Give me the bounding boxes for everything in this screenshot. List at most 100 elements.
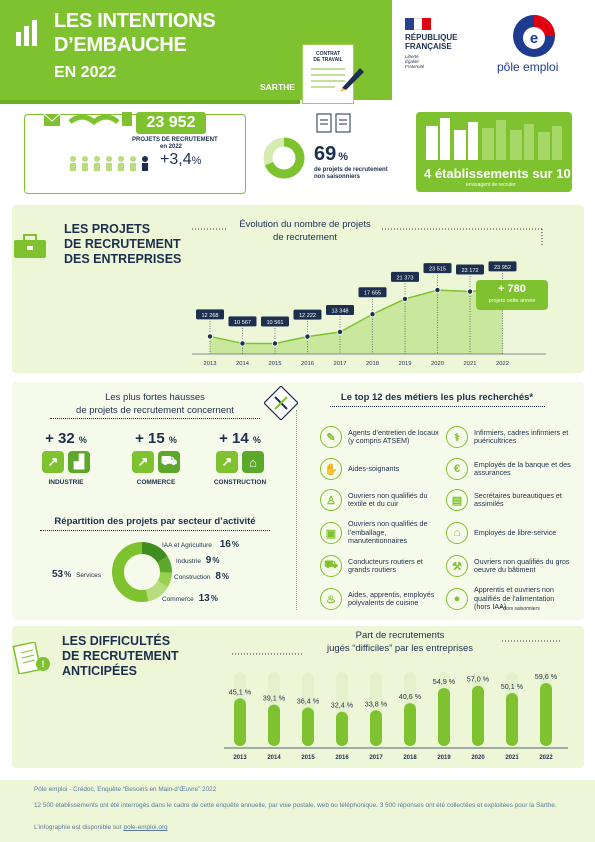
projects-line xyxy=(209,287,503,345)
projects-x-tick: 2014 xyxy=(236,361,250,367)
vertical-divider xyxy=(296,410,298,610)
projects-heading-2: DE RECRUTEMENT xyxy=(64,237,181,251)
difficulties-bar-chart: 45,1 % 2013 39,1 % 2014 36,4 % 2015 32,4 % 2016… xyxy=(224,672,568,761)
motto-1: Liberté xyxy=(405,54,419,59)
job-label: Employés de libre-service xyxy=(474,527,557,537)
projects-point xyxy=(304,333,311,340)
projects-point xyxy=(206,333,213,340)
services-value: 53 xyxy=(52,569,64,580)
difficulty-data-label: 40,6 % xyxy=(399,692,422,701)
projects-area xyxy=(210,288,503,354)
chart-title-dots xyxy=(192,228,544,248)
top12-underline xyxy=(330,406,545,407)
iaa-value: 16 xyxy=(219,539,231,550)
page-title-line1: LES INTENTIONS xyxy=(54,10,216,32)
difficulty-data-label: 54,9 % xyxy=(433,677,456,686)
industrie-label: Industrie xyxy=(176,558,201,565)
difficulty-data-label: 33,8 % xyxy=(365,699,388,708)
projects-data-label: 10 561 xyxy=(266,320,283,326)
piggy-bank-icon: € xyxy=(446,458,468,480)
projects-label-box xyxy=(488,261,517,272)
industrie-unit: % xyxy=(212,556,220,565)
difficulty-bar xyxy=(438,687,450,746)
difficulty-x-tick: 2019 xyxy=(437,755,451,761)
contract-document-icon: CONTRAT DE TRAVAIL xyxy=(302,44,354,104)
job-item: ▣ Ouvriers non qualifiés de l’emballage, … xyxy=(320,516,440,550)
crane-icon: ⌂ xyxy=(242,451,264,473)
marianne-logo xyxy=(405,18,432,30)
job-item: ● Apprentis et ouvriers non qualifiés de … xyxy=(446,582,574,616)
projects-label-box xyxy=(358,287,387,298)
job-label: Ouvriers non qualifiés du gros oeuvre du… xyxy=(474,556,570,574)
repartition-slice xyxy=(112,542,172,602)
delta-card xyxy=(476,280,548,310)
projects-label-box xyxy=(391,271,419,282)
chef-hat-icon: ♨ xyxy=(320,588,342,610)
growth-arrow-icon: ↗ xyxy=(132,451,154,473)
printer-icon: ▤ xyxy=(446,489,468,511)
job-label: Employés de la banque et des assurances xyxy=(474,459,571,477)
job-label: Apprentis et ouvriers non qualifiés de l… xyxy=(474,585,555,612)
projects-data-label: 13 348 xyxy=(331,308,348,314)
projects-x-tick: 2022 xyxy=(496,361,509,367)
stethoscope-icon: ⚕ xyxy=(446,426,468,448)
hausse-industrie-number: + 32 xyxy=(45,430,75,447)
non-seasonal-caption-2: non saisonniers xyxy=(314,174,361,180)
commerce-unit: % xyxy=(210,594,218,603)
difficulty-bar xyxy=(370,710,382,746)
difficulties-chart-title-1: Part de recrutements xyxy=(355,630,445,641)
bar-chart-icon xyxy=(16,18,40,46)
projects-point xyxy=(336,328,343,335)
commerce-value: 13 xyxy=(198,593,210,604)
projects-label-box xyxy=(326,304,354,315)
job-label: Agents d’entretien de locaux (y compris … xyxy=(348,427,439,445)
contract-label-1: CONTRAT xyxy=(315,51,341,57)
projects-label-box xyxy=(423,263,452,274)
motto-3: Fraternité xyxy=(405,64,425,69)
job-label: Aides, apprentis, employés polyvalents d… xyxy=(348,589,435,607)
svg-text:e: e xyxy=(530,30,538,47)
repartition-iaa: IAA et Agriculture 16% xyxy=(162,539,239,550)
projects-x-tick: 2019 xyxy=(399,361,412,367)
contract-label-2: DE TRAVAIL xyxy=(313,57,343,63)
difficulties-heading-1: LES DIFFICULTÉS xyxy=(62,634,171,648)
job-item: ✋ Aides-soignants xyxy=(320,454,440,484)
total-projects-value: 23 952 xyxy=(146,114,196,131)
repartition-commerce: Commerce 13% xyxy=(162,593,218,604)
services-label: Services xyxy=(76,572,101,579)
job-item: ✎ Agents d’entretien de locaux (y compris… xyxy=(320,420,440,454)
difficulties-heading-3: ANTICIPÉES xyxy=(62,664,138,678)
hausse-industrie: + 32 % ↗ ▟ INDUSTRIE xyxy=(30,430,102,494)
tools-icon xyxy=(263,385,299,421)
shop-icon: ⌂ xyxy=(446,522,468,544)
apple-icon: ● xyxy=(446,588,468,610)
projects-data-label: 23 952 xyxy=(494,265,511,271)
total-caption-2: en 2022 xyxy=(160,144,183,150)
people-row-icon xyxy=(68,155,148,171)
truck-icon: ⛟ xyxy=(320,555,342,577)
footer-link[interactable]: pole-emploi.org xyxy=(123,824,168,831)
projects-data-label: 23 172 xyxy=(461,268,478,274)
delta-caption: projets cette année xyxy=(488,298,536,304)
top12-right-list: ⚕ Infirmiers, cadres infirmiers et puéric… xyxy=(446,420,574,616)
svg-text:!: ! xyxy=(42,659,45,669)
documents-icon xyxy=(316,113,354,133)
repartition-slice xyxy=(112,542,172,602)
difficulty-data-label: 36,4 % xyxy=(297,697,320,706)
job-label: Secrétaires bureautiques et assimilés xyxy=(474,490,562,508)
difficulty-bar xyxy=(540,682,552,746)
job-label: Conducteurs routiers et grands routiers xyxy=(348,556,423,574)
repartition-services: 53% Services xyxy=(52,569,101,580)
hausse-construction: + 14 % ↗ ⌂ CONSTRUCTION xyxy=(204,430,276,494)
difficulty-bar xyxy=(472,685,484,746)
difficulty-bar xyxy=(336,711,348,746)
iaa-label: IAA et Agriculture xyxy=(162,542,212,549)
projects-x-tick: 2020 xyxy=(431,361,444,367)
footer-source: Pôle emploi - Crédoc, Enquête “Besoins e… xyxy=(34,786,217,793)
projects-label-box xyxy=(261,316,289,327)
total-caption-1: PROJETS DE RECRUTEMENT xyxy=(132,137,218,143)
projects-chart-title-1: Évolution du nombre de projets xyxy=(239,219,371,230)
projects-point xyxy=(239,340,246,347)
projects-area-chart: 12 268 2013 10 567 2014 10 561 2015 12 222 2016… xyxy=(192,261,546,367)
projects-label-box xyxy=(196,309,224,320)
